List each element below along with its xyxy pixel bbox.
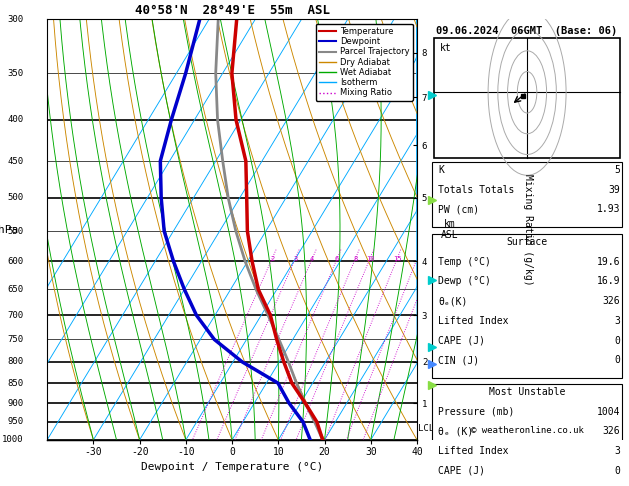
Text: Totals Totals: Totals Totals bbox=[438, 185, 515, 195]
Legend: Temperature, Dewpoint, Parcel Trajectory, Dry Adiabat, Wet Adiabat, Isotherm, Mi: Temperature, Dewpoint, Parcel Trajectory… bbox=[316, 24, 413, 101]
Text: 600: 600 bbox=[7, 257, 23, 266]
Text: Temp (°C): Temp (°C) bbox=[438, 257, 491, 266]
Text: 350: 350 bbox=[7, 69, 23, 78]
Text: 1000: 1000 bbox=[2, 435, 23, 444]
Text: 750: 750 bbox=[7, 335, 23, 344]
Text: 650: 650 bbox=[7, 285, 23, 294]
Text: 450: 450 bbox=[7, 156, 23, 166]
Text: 326: 326 bbox=[603, 296, 620, 306]
Text: 300: 300 bbox=[7, 15, 23, 24]
Text: Most Unstable: Most Unstable bbox=[489, 387, 565, 397]
Text: hPa: hPa bbox=[0, 225, 18, 235]
Text: Lifted Index: Lifted Index bbox=[438, 446, 509, 456]
Text: © weatheronline.co.uk: © weatheronline.co.uk bbox=[470, 426, 584, 435]
Bar bbox=[432, 384, 622, 486]
Text: 8: 8 bbox=[353, 256, 357, 261]
Title: 40°58'N  28°49'E  55m  ASL: 40°58'N 28°49'E 55m ASL bbox=[135, 4, 330, 17]
Text: CIN (J): CIN (J) bbox=[438, 355, 479, 365]
Text: K: K bbox=[438, 165, 444, 175]
Text: PW (cm): PW (cm) bbox=[438, 205, 479, 214]
Text: 400: 400 bbox=[7, 115, 23, 124]
Text: 15: 15 bbox=[393, 256, 401, 261]
Bar bbox=[434, 38, 620, 158]
Text: Pressure (mb): Pressure (mb) bbox=[438, 407, 515, 417]
Text: 800: 800 bbox=[7, 357, 23, 366]
Y-axis label: km
ASL: km ASL bbox=[441, 219, 459, 241]
Text: θₑ(K): θₑ(K) bbox=[438, 296, 467, 306]
Text: kt: kt bbox=[440, 43, 452, 52]
Text: 700: 700 bbox=[7, 311, 23, 320]
Text: 1.93: 1.93 bbox=[596, 205, 620, 214]
Text: 09.06.2024  06GMT  (Base: 06): 09.06.2024 06GMT (Base: 06) bbox=[437, 26, 618, 36]
Text: 0: 0 bbox=[614, 335, 620, 346]
Text: 39: 39 bbox=[608, 185, 620, 195]
Bar bbox=[432, 162, 622, 226]
Text: 900: 900 bbox=[7, 399, 23, 408]
Text: 0: 0 bbox=[614, 355, 620, 365]
Text: 0: 0 bbox=[614, 466, 620, 476]
X-axis label: Dewpoint / Temperature (°C): Dewpoint / Temperature (°C) bbox=[141, 462, 323, 472]
Text: LCL: LCL bbox=[418, 424, 434, 433]
Text: CAPE (J): CAPE (J) bbox=[438, 466, 485, 476]
Text: 326: 326 bbox=[603, 426, 620, 436]
Text: Mixing Ratio (g/kg): Mixing Ratio (g/kg) bbox=[523, 174, 533, 285]
Text: 1004: 1004 bbox=[596, 407, 620, 417]
Text: Surface: Surface bbox=[506, 237, 548, 247]
Text: θₑ (K): θₑ (K) bbox=[438, 426, 474, 436]
Text: 16.9: 16.9 bbox=[596, 277, 620, 286]
Text: 850: 850 bbox=[7, 379, 23, 387]
Text: 550: 550 bbox=[7, 226, 23, 236]
Text: 2: 2 bbox=[270, 256, 274, 261]
Text: 5: 5 bbox=[614, 165, 620, 175]
Text: CAPE (J): CAPE (J) bbox=[438, 335, 485, 346]
Bar bbox=[432, 234, 622, 378]
Text: 3: 3 bbox=[614, 316, 620, 326]
Text: 6: 6 bbox=[335, 256, 339, 261]
Text: 3: 3 bbox=[293, 256, 298, 261]
Text: Dewp (°C): Dewp (°C) bbox=[438, 277, 491, 286]
Text: 10: 10 bbox=[365, 256, 374, 261]
Text: 19.6: 19.6 bbox=[596, 257, 620, 266]
Text: 4: 4 bbox=[310, 256, 314, 261]
Text: 3: 3 bbox=[614, 446, 620, 456]
Text: 950: 950 bbox=[7, 417, 23, 426]
Text: 500: 500 bbox=[7, 193, 23, 202]
Text: Lifted Index: Lifted Index bbox=[438, 316, 509, 326]
